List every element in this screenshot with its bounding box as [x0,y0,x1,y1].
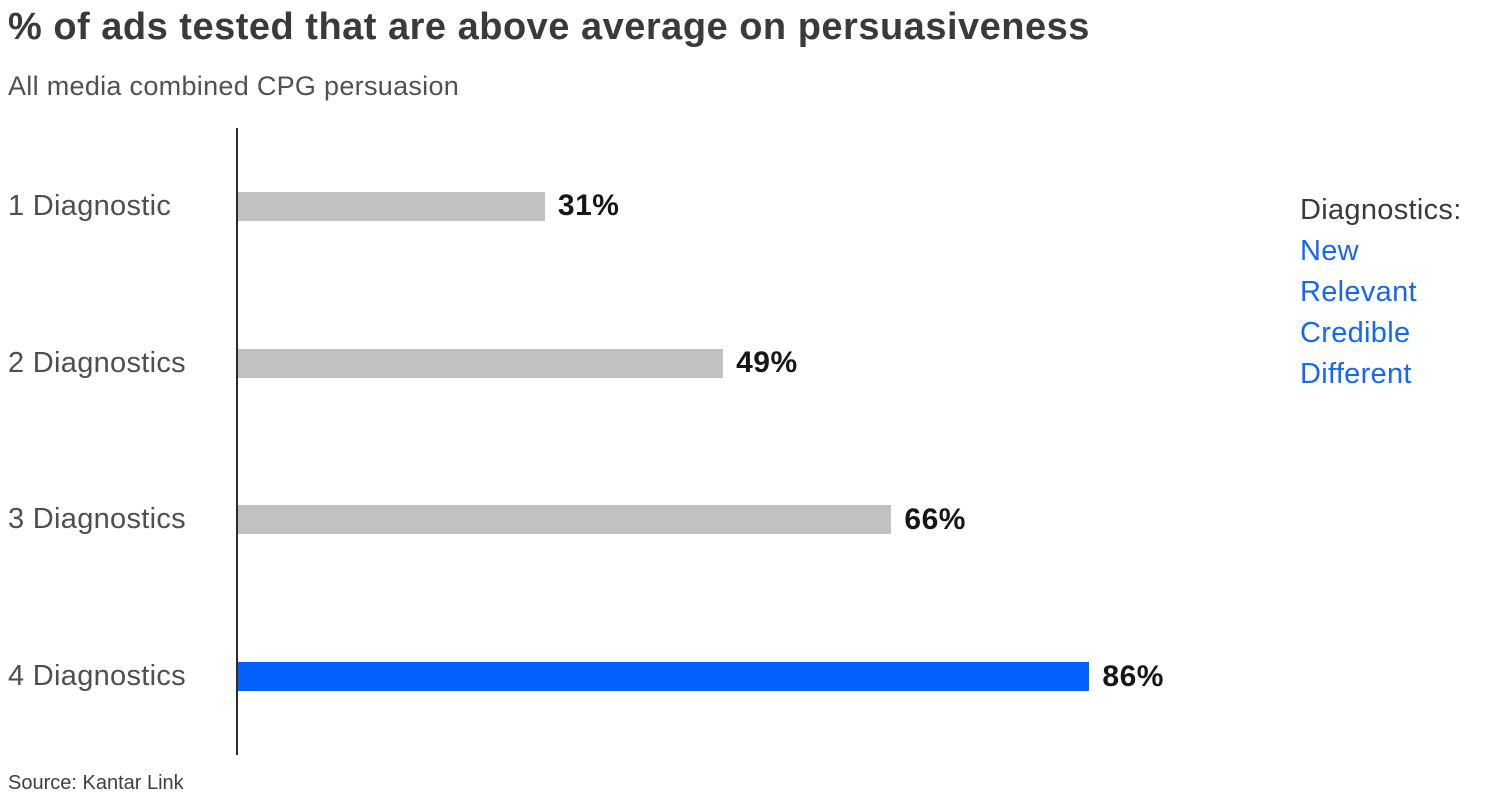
value-label: 49% [736,346,798,380]
bar [238,348,724,378]
bar-chart: 1 Diagnostic 2 Diagnostics 3 Diagnostics… [0,128,1290,755]
value-label: 31% [557,189,620,223]
bar [238,191,545,221]
category-label: 1 Diagnostic [8,189,172,222]
category-label: 4 Diagnostics [8,660,186,693]
bar [238,662,1090,692]
value-label: 66% [904,502,966,536]
legend-item: Credible [1300,317,1411,349]
bar-row: 86% [238,598,1290,755]
bar-row: 31% [238,128,1290,285]
chart-subtitle: All media combined CPG persuasion [8,71,460,101]
value-label: 86% [1102,659,1164,693]
legend: Diagnostics: New Relevant Credible Diffe… [1300,190,1462,395]
chart-title: % of ads tested that are above average o… [8,6,1090,48]
legend-item: Different [1300,358,1412,390]
legend-heading: Diagnostics: [1300,194,1462,226]
legend-item: New [1300,235,1359,267]
plot-area: 31% 49% 66% 86% [236,128,1290,755]
category-axis-labels: 1 Diagnostic 2 Diagnostics 3 Diagnostics… [0,128,236,755]
category-label: 2 Diagnostics [8,346,186,379]
legend-item: Relevant [1300,276,1417,308]
bar-row: 49% [238,285,1290,442]
chart-header: % of ads tested that are above average o… [8,6,1090,102]
bar-row: 66% [238,442,1290,599]
category-label: 3 Diagnostics [8,503,186,536]
bar [238,505,892,535]
source-attribution: Source: Kantar Link [8,772,184,794]
